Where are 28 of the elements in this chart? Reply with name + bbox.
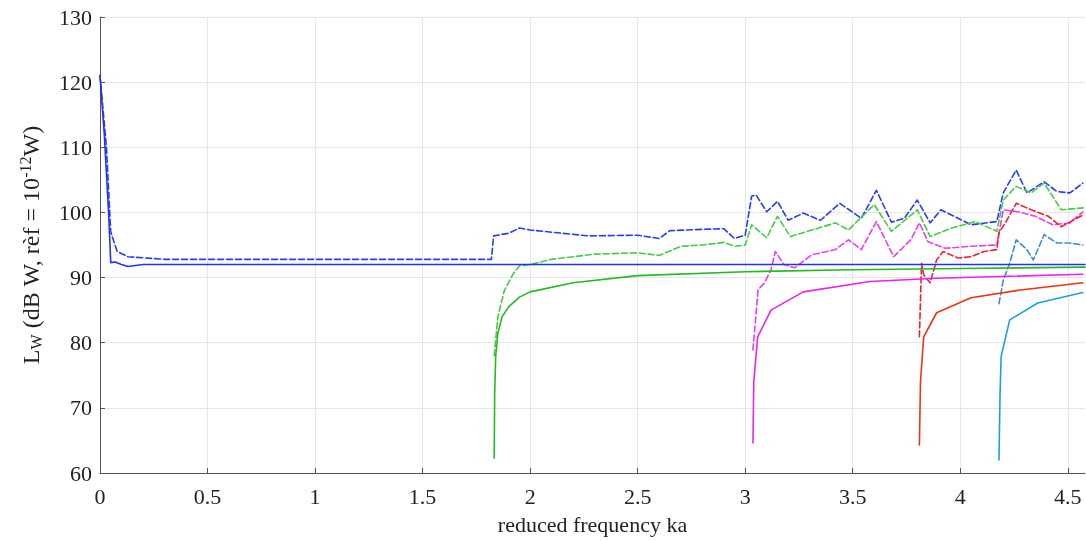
x-tick-label: 1.5 xyxy=(408,483,437,509)
y-tick-label: 90 xyxy=(70,265,92,291)
x-tick-label: 3 xyxy=(739,483,751,509)
line-series xyxy=(998,291,1084,461)
x-tick-label: 3.5 xyxy=(838,483,867,509)
x-tick-label: 4.5 xyxy=(1054,483,1082,509)
line-series xyxy=(493,266,1086,459)
y-tick-label: 60 xyxy=(70,460,92,486)
y-tick-label: 80 xyxy=(70,330,92,356)
y-tick-label: 110 xyxy=(59,134,92,160)
x-tick-label: 2.5 xyxy=(623,483,652,509)
x-tick-label: 0 xyxy=(94,483,106,509)
x-tick-label: 2 xyxy=(524,483,536,509)
line-series xyxy=(998,233,1084,305)
y-tick-label: 130 xyxy=(59,4,92,30)
x-axis-title: reduced frequency ka xyxy=(497,511,688,537)
x-tick-label: 4 xyxy=(954,483,966,509)
y-tick-label: 120 xyxy=(59,69,92,95)
x-tick-label: 0.5 xyxy=(193,483,222,509)
x-tick-label: 1 xyxy=(309,483,321,509)
y-tick-label: 70 xyxy=(70,395,92,421)
line-series xyxy=(918,202,1084,338)
line-series xyxy=(752,273,1084,444)
y-axis-title: LW (dB W, rèf = 10-12W) xyxy=(16,125,45,365)
line-series xyxy=(918,281,1084,446)
line-series xyxy=(493,182,1084,357)
line-series xyxy=(752,209,1084,351)
y-tick-label: 100 xyxy=(59,199,92,225)
